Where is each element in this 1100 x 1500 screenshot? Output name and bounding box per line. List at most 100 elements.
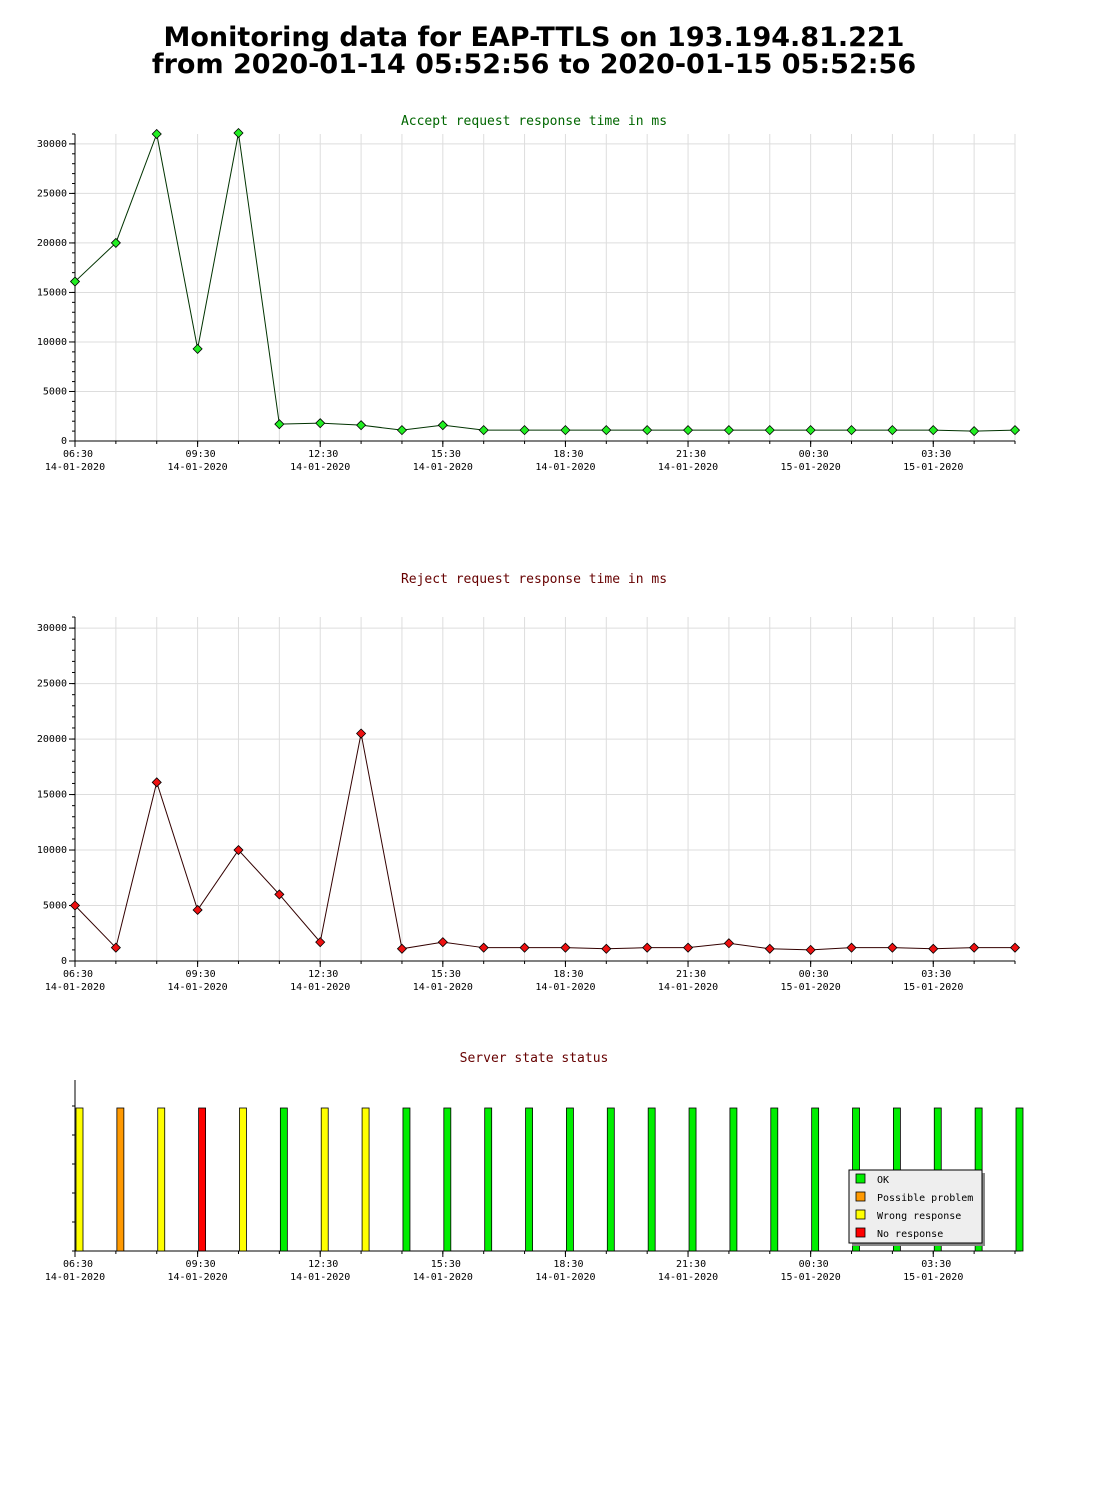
data-point [805, 944, 816, 955]
x-tick-label-date: 15-01-2020 [781, 982, 841, 993]
y-tick-label: 30000 [37, 623, 67, 634]
x-tick-label-time: 06:30 [63, 449, 93, 460]
legend-swatch-none [855, 1227, 866, 1238]
status-bar-wrong [157, 1107, 166, 1252]
x-tick-label-date: 15-01-2020 [903, 982, 963, 993]
x-tick-label-date: 15-01-2020 [781, 1272, 841, 1283]
server-status-chart: Server state status 06:30 14-01-2020 09:30 1… [45, 1051, 1024, 1283]
data-point [437, 937, 448, 948]
status-bar-wrong [320, 1107, 329, 1252]
x-tick-label-time: 21:30 [676, 969, 706, 980]
data-point [601, 943, 612, 954]
y-tick-label: 25000 [37, 188, 67, 199]
x-tick-label-time: 15:30 [431, 449, 461, 460]
x-tick-label-time: 12:30 [308, 1259, 338, 1270]
y-tick-label: 30000 [37, 139, 67, 150]
x-tick-label-date: 15-01-2020 [781, 462, 841, 473]
x-tick-label-date: 14-01-2020 [413, 462, 473, 473]
x-tick-label-date: 15-01-2020 [903, 1272, 963, 1283]
data-point [969, 426, 980, 437]
y-tick-label: 15000 [37, 790, 67, 801]
data-point [69, 900, 81, 911]
x-tick-label-time: 12:30 [308, 969, 338, 980]
data-point [560, 425, 571, 436]
y-tick-label: 5000 [43, 901, 67, 912]
chart-title: Accept request response time in ms [401, 114, 667, 129]
reject-response-chart: Reject request response time in ms 0 5000 1… [37, 572, 1021, 993]
x-tick-label-time: 03:30 [921, 969, 951, 980]
data-point [356, 728, 367, 739]
legend-box [848, 1169, 983, 1244]
page-title-line1: Monitoring data for EAP-TTLS on 193.194.… [163, 22, 905, 53]
series-line [74, 733, 1015, 951]
y-tick-label: 10000 [37, 337, 67, 348]
x-tick-label-date: 14-01-2020 [413, 1272, 473, 1283]
chart-title: Reject request response time in ms [401, 572, 667, 587]
status-bar-ok [279, 1107, 288, 1252]
data-point [233, 127, 244, 139]
status-bar-ok [811, 1107, 820, 1252]
x-tick-label-date: 14-01-2020 [167, 982, 227, 993]
data-point [642, 942, 653, 953]
y-tick-label: 25000 [37, 679, 67, 690]
accept-response-chart: Accept request response time in ms 0 5000 1… [37, 114, 1021, 473]
chart-title: Server state status [460, 1051, 609, 1066]
data-point [315, 418, 326, 429]
x-tick-label-time: 15:30 [431, 1259, 461, 1270]
data-point [519, 942, 530, 953]
data-point [1009, 942, 1021, 953]
data-point [1009, 425, 1021, 436]
status-bar-ok [729, 1107, 738, 1252]
data-point [642, 425, 653, 436]
x-tick-label-date: 14-01-2020 [167, 462, 227, 473]
data-point [151, 777, 162, 788]
data-point [805, 425, 816, 436]
x-tick-label-date: 14-01-2020 [167, 1272, 227, 1283]
x-tick-label-time: 12:30 [308, 449, 338, 460]
status-bar-wrong [239, 1107, 247, 1252]
x-tick-label-date: 14-01-2020 [658, 462, 718, 473]
data-point [478, 942, 489, 953]
x-tick-label-date: 14-01-2020 [290, 982, 350, 993]
x-tick-label-date: 14-01-2020 [45, 462, 105, 473]
data-point [969, 942, 980, 953]
data-point [396, 425, 408, 436]
x-tick-label-time: 18:30 [553, 1259, 583, 1270]
data-point [723, 938, 734, 949]
data-point [723, 425, 734, 436]
data-point [764, 943, 775, 954]
x-tick-label-time: 18:30 [553, 449, 583, 460]
data-point [192, 343, 203, 354]
data-point [846, 942, 857, 953]
status-bar-ok [525, 1107, 533, 1252]
y-tick-label: 20000 [37, 238, 67, 249]
x-tick-label-time: 09:30 [186, 449, 216, 460]
legend-swatch-wrong [855, 1209, 866, 1220]
data-point [315, 937, 326, 948]
x-tick-label-date: 14-01-2020 [535, 982, 595, 993]
x-tick-label-time: 09:30 [186, 1259, 216, 1270]
data-point [682, 425, 694, 436]
x-tick-label-time: 21:30 [676, 449, 706, 460]
x-tick-label-date: 15-01-2020 [903, 462, 963, 473]
status-bar-ok [484, 1107, 493, 1252]
x-tick-label-time: 00:30 [799, 969, 829, 980]
x-tick-label-date: 14-01-2020 [290, 462, 350, 473]
x-tick-label-time: 09:30 [186, 969, 216, 980]
y-tick-label: 5000 [43, 386, 67, 397]
status-bar-wrong [75, 1107, 84, 1252]
x-tick-label-date: 14-01-2020 [290, 1272, 350, 1283]
x-tick-label-time: 03:30 [921, 449, 951, 460]
legend-swatch-possible [855, 1191, 866, 1202]
legend-swatch-ok [855, 1173, 866, 1184]
page-title-line2: from 2020-01-14 05:52:56 to 2020-01-15 0… [151, 49, 917, 80]
data-point [846, 425, 857, 436]
y-tick-label: 10000 [37, 845, 67, 856]
data-point [928, 425, 939, 436]
status-bar-ok [688, 1107, 697, 1252]
data-point [69, 276, 81, 287]
status-bar-ok [647, 1107, 656, 1252]
data-point [601, 425, 612, 436]
series-line [74, 132, 1016, 432]
